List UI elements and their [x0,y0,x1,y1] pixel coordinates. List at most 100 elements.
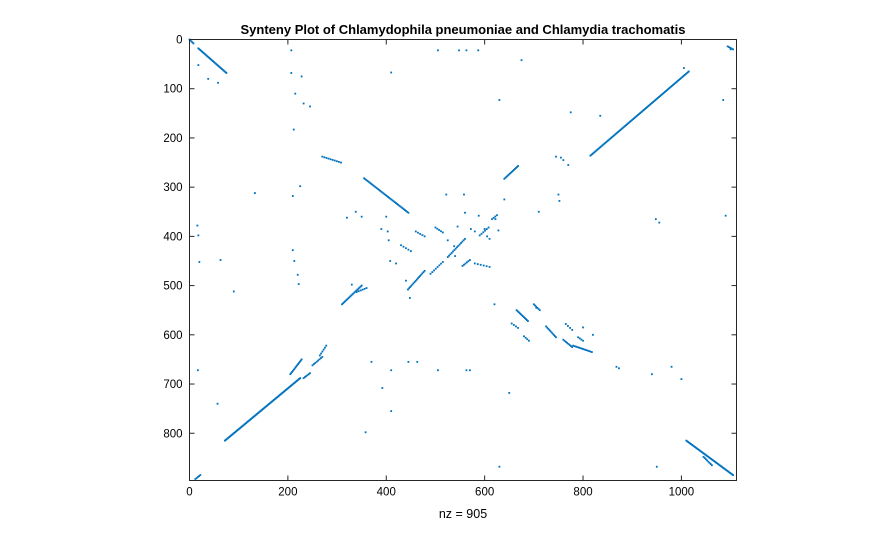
synteny-point [535,305,538,308]
synteny-point [382,192,385,195]
synteny-point [508,172,511,175]
synteny-point [354,290,357,293]
synteny-point [194,478,197,480]
synteny-point [572,344,575,347]
synteny-point [452,250,454,253]
synteny-point [468,259,471,261]
synteny-point [515,167,517,169]
synteny-point [686,71,689,74]
synteny-point [351,293,354,296]
synteny-point [210,58,212,61]
synteny-point [687,70,690,73]
synteny-point [388,196,390,199]
synteny-point [567,325,569,327]
synteny-point [517,311,520,314]
synteny-point [546,326,549,329]
synteny-point [625,124,628,126]
synteny-point [537,308,540,310]
synteny-point [225,72,228,74]
synteny-point [682,74,685,77]
synteny-point [506,174,509,177]
synteny-point [526,319,528,321]
synteny-point [578,346,580,349]
synteny-point [639,112,641,115]
synteny-point [665,90,667,92]
synteny-point [407,211,410,214]
synteny-point [477,49,480,52]
synteny-point [582,339,584,342]
synteny-point [449,253,452,256]
synteny-point [479,263,482,266]
synteny-point [365,287,368,289]
synteny-point [320,352,323,355]
synteny-point [598,147,601,149]
synteny-point [213,61,216,64]
synteny-point [522,316,525,318]
synteny-point [199,474,202,476]
synteny-point [706,455,709,457]
synteny-point [682,67,685,69]
synteny-point [538,309,541,312]
y-tick-label: 0 [176,35,182,47]
synteny-point [629,120,632,123]
y-tick-label: 200 [163,133,182,145]
synteny-point [708,461,711,464]
synteny-point [687,441,690,443]
synteny-point [357,290,360,293]
x-tick-label: 600 [475,487,494,499]
synteny-point [669,86,671,89]
synteny-point [606,140,609,143]
synteny-point [469,228,472,230]
synteny-point [415,278,418,281]
synteny-point [658,221,661,224]
synteny-point [515,325,517,328]
synteny-point [498,99,501,101]
synteny-point [511,170,514,172]
synteny-point [663,91,665,94]
synteny-point [653,100,655,103]
synteny-point [465,49,468,52]
synteny-point [594,150,597,153]
synteny-point [725,469,728,472]
synteny-point [359,285,362,288]
synteny-point [694,446,696,448]
synteny-points [188,38,734,480]
synteny-point [413,281,416,283]
synteny-point [364,178,367,181]
synteny-point [726,45,729,48]
synteny-point [457,244,460,247]
synteny-point [536,306,539,309]
synteny-point [577,336,580,339]
synteny-point [688,441,691,444]
synteny-point [385,195,388,197]
synteny-point [462,239,465,242]
synteny-point [509,171,512,174]
synteny-point [532,303,535,306]
synteny-point [429,272,432,275]
synteny-point [674,81,677,84]
synteny-point [408,287,410,290]
synteny-point [468,369,471,372]
synteny-point [370,360,373,363]
synteny-point [670,85,672,88]
synteny-point [329,158,332,161]
synteny-point [729,472,732,474]
synteny-point [714,461,717,464]
synteny-point [588,350,590,352]
synteny-point [586,349,589,352]
synteny-point [375,187,378,189]
synteny-point [666,89,668,92]
synteny-point [590,153,593,156]
synteny-point [717,463,720,466]
y-tick-label: 500 [163,281,182,293]
synteny-point [292,128,295,131]
synteny-point [527,320,529,322]
synteny-point [391,199,394,202]
synteny-point [296,364,299,366]
synteny-point [389,197,392,200]
synteny-point [566,342,569,344]
synteny-point [726,469,729,472]
synteny-point [302,102,305,105]
synteny-point [195,477,198,479]
synteny-point [381,191,384,194]
